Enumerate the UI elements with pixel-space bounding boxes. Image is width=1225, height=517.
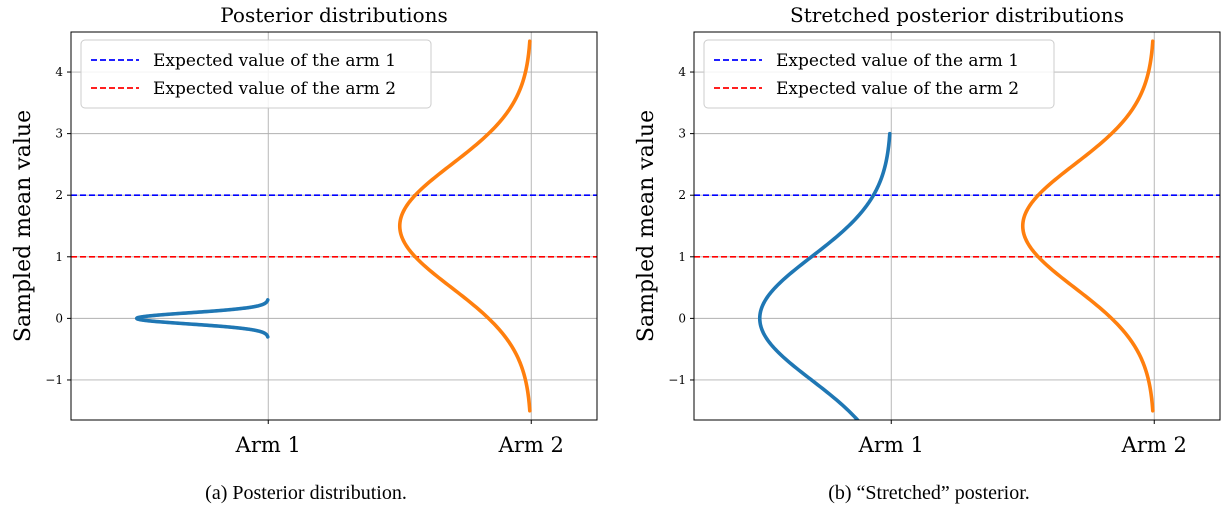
posterior-chart: −1 0 1 2 3 4 Arm 1 Arm 2 Posterior distributions…: [11, 3, 598, 457]
y-tick-label: 3: [55, 127, 63, 141]
y-tick-label: 1: [678, 250, 686, 264]
plot-frame: [693, 31, 1221, 421]
chart-panel-b: −1 0 1 2 3 4 Arm 1 Arm 2 Stretched posterior dis…: [623, 0, 1225, 517]
y-tick-label: 2: [678, 188, 686, 202]
y-tick-label: 4: [55, 65, 63, 79]
posterior-curve-arm-2: [1020, 39, 1155, 413]
caption-a: (a) Posterior distribution.: [205, 482, 407, 504]
legend-label: Expected value of the arm 1: [153, 51, 396, 71]
stretched-posterior-chart: −1 0 1 2 3 4 Arm 1 Arm 2 Stretched posterior dis…: [634, 3, 1221, 457]
chart-title: Posterior distributions: [220, 3, 448, 27]
x-tick-label: Arm 1: [235, 433, 301, 457]
y-axis-label: Sampled mean value: [11, 110, 36, 342]
y-tick-label: −1: [668, 373, 686, 387]
x-tick-label: Arm 1: [858, 433, 924, 457]
legend-label: Expected value of the arm 2: [153, 79, 396, 99]
y-tick-label: −1: [45, 373, 63, 387]
posterior-curve-arm-1: [134, 298, 270, 339]
y-axis-label: Sampled mean value: [634, 110, 659, 342]
y-tick-label: 1: [55, 250, 63, 264]
y-tick-label: 2: [55, 188, 63, 202]
x-tick-label: Arm 2: [1121, 433, 1187, 457]
caption-b: (b) “Stretched” posterior.: [828, 482, 1030, 504]
legend-label: Expected value of the arm 1: [776, 51, 1019, 71]
y-tick-label: 3: [678, 127, 686, 141]
posterior-curve-arm-1: [757, 131, 892, 420]
posterior-curve-arm-2: [397, 39, 532, 413]
y-tick-label: 0: [55, 311, 63, 325]
y-tick-label: 4: [678, 65, 686, 79]
legend-box: [703, 39, 1055, 109]
chart-panel-a: −1 0 1 2 3 4 Arm 1 Arm 2 Posterior distributions…: [0, 0, 612, 517]
legend-box: [80, 39, 432, 109]
plot-frame: [70, 31, 598, 421]
legend-label: Expected value of the arm 2: [776, 79, 1019, 99]
chart-title: Stretched posterior distributions: [790, 3, 1124, 27]
y-tick-label: 0: [678, 311, 686, 325]
x-tick-label: Arm 2: [498, 433, 564, 457]
